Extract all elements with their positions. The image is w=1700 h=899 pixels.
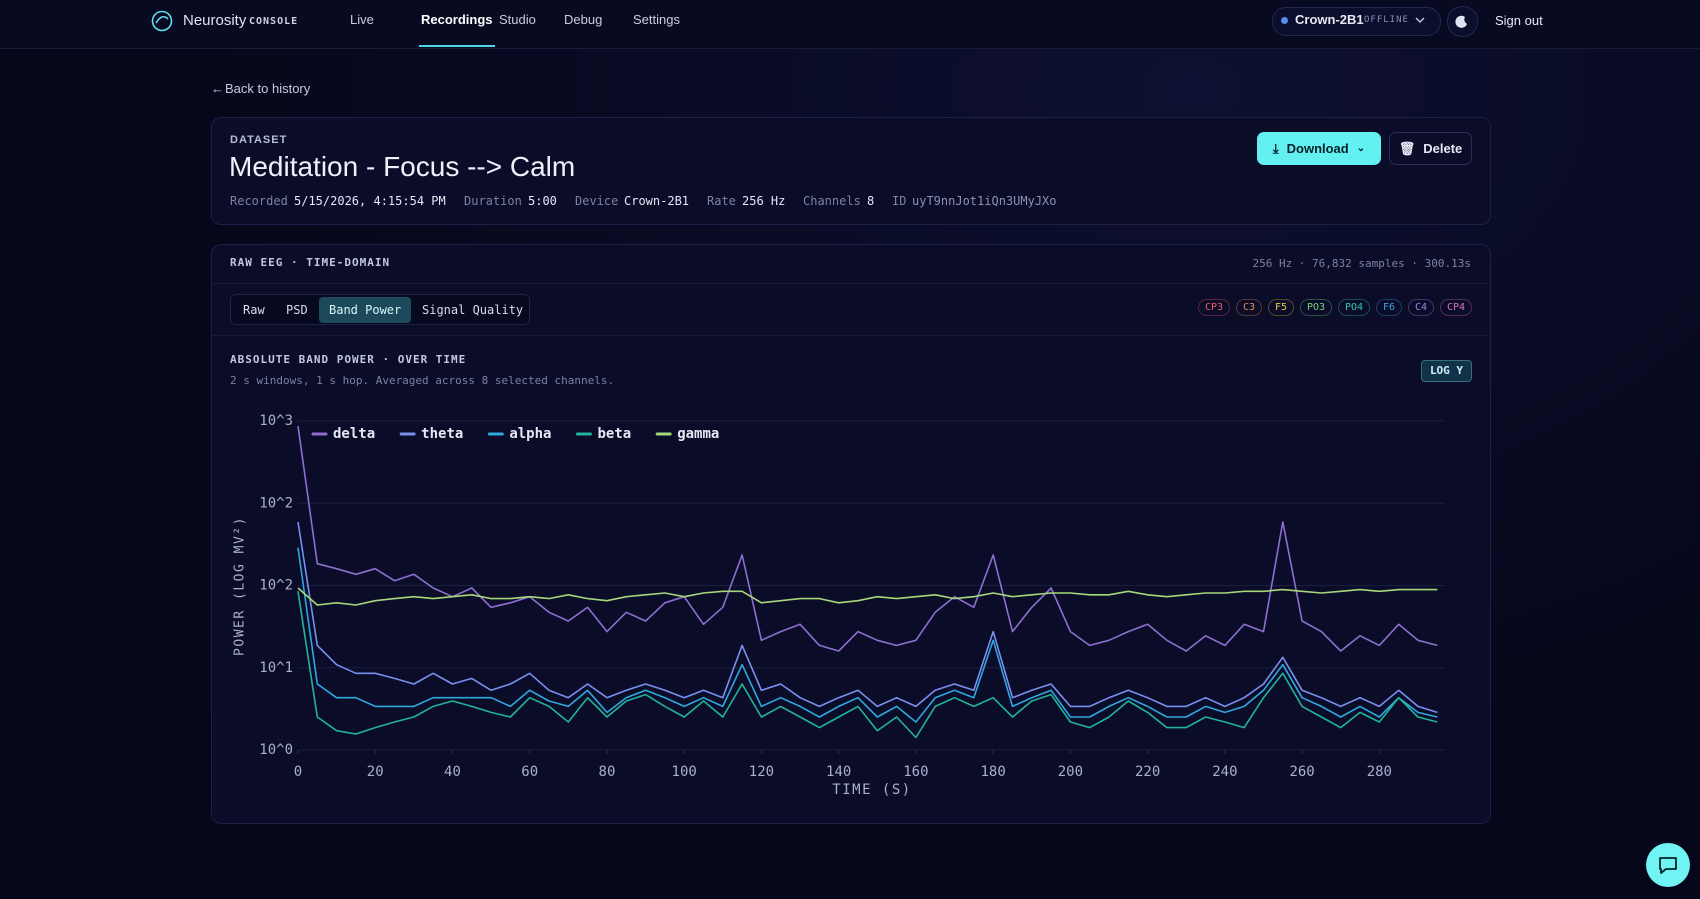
channel-chip[interactable]: F6 <box>1376 299 1403 316</box>
meta-label: Channels <box>803 194 861 208</box>
channel-chip[interactable]: PO4 <box>1338 299 1371 316</box>
back-arrow: ← <box>211 81 224 96</box>
channel-chip[interactable]: CP3 <box>1198 299 1231 316</box>
logo <box>151 10 173 32</box>
meta-label: Device <box>575 194 619 208</box>
nav-item[interactable]: Settings <box>633 12 680 27</box>
channel-chip[interactable]: CP4 <box>1440 299 1473 316</box>
nav-underline <box>419 45 495 47</box>
meta-value: 5/15/2026, 4:15:54 PM <box>294 194 446 208</box>
meta-label: Recorded <box>230 194 288 208</box>
channel-chip[interactable]: C4 <box>1408 299 1435 316</box>
log-badge[interactable]: LOG Y <box>1421 360 1472 382</box>
nav-item[interactable]: Recordings <box>421 12 493 27</box>
panel-title: RAW EEG · TIME-DOMAIN <box>230 256 391 269</box>
delete-label: Delete <box>1423 141 1463 156</box>
chat-button[interactable] <box>1646 843 1690 887</box>
dataset-label: DATASET <box>230 134 288 146</box>
meta-label: Duration <box>464 194 522 208</box>
device-status: OFFLINE <box>1364 15 1409 25</box>
theme-toggle[interactable] <box>1447 6 1478 37</box>
chart-subtitle: 2 s windows, 1 s hop. Averaged across 8 … <box>230 374 615 387</box>
meta-value: 8 <box>867 194 875 208</box>
nav-item[interactable]: Debug <box>564 12 603 27</box>
tab[interactable]: Band Power <box>319 297 412 323</box>
meta-label: ID <box>892 194 907 208</box>
download-button[interactable]: ⤓ Download ⌄ <box>1257 132 1381 165</box>
sign-out[interactable]: Sign out <box>1495 13 1543 28</box>
back-link[interactable]: Back to history <box>225 81 311 96</box>
divider <box>212 335 1488 336</box>
channel-chip[interactable]: C3 <box>1236 299 1263 316</box>
device-pill[interactable] <box>1272 7 1441 36</box>
chart-panel <box>211 244 1491 824</box>
tab[interactable]: Signal Quality <box>422 303 524 317</box>
download-label: Download <box>1286 141 1349 156</box>
meta-value: uyT9nnJot1iQn3UMyJXo <box>912 194 1057 208</box>
device-name: Crown-2B1 <box>1295 12 1364 27</box>
meta-value: 256 Hz <box>742 194 786 208</box>
chevron <box>1415 17 1425 24</box>
delete-button[interactable]: 🗑 Delete <box>1389 132 1472 165</box>
chart-title: ABSOLUTE BAND POWER · OVER TIME <box>230 353 467 366</box>
tab[interactable]: PSD <box>286 303 308 317</box>
panel-stats: 256 Hz · 76,832 samples · 300.13s <box>1252 257 1471 270</box>
meta-value: Crown-2B1 <box>624 194 690 208</box>
nav-item[interactable]: Live <box>350 12 374 27</box>
dataset-title: Meditation - Focus --> Calm <box>229 151 576 182</box>
channel-chip[interactable]: F5 <box>1268 299 1295 316</box>
meta-label: Rate <box>707 194 736 208</box>
channel-chip[interactable]: PO3 <box>1300 299 1333 316</box>
nav-item[interactable]: Studio <box>499 12 536 27</box>
status-dot <box>1281 17 1288 24</box>
brand[interactable]: Neurosity <box>183 12 247 29</box>
tab[interactable]: Raw <box>243 303 265 317</box>
meta-value: 5:00 <box>528 194 557 208</box>
brand-suffix: CONSOLE <box>249 16 299 27</box>
divider <box>212 283 1488 284</box>
